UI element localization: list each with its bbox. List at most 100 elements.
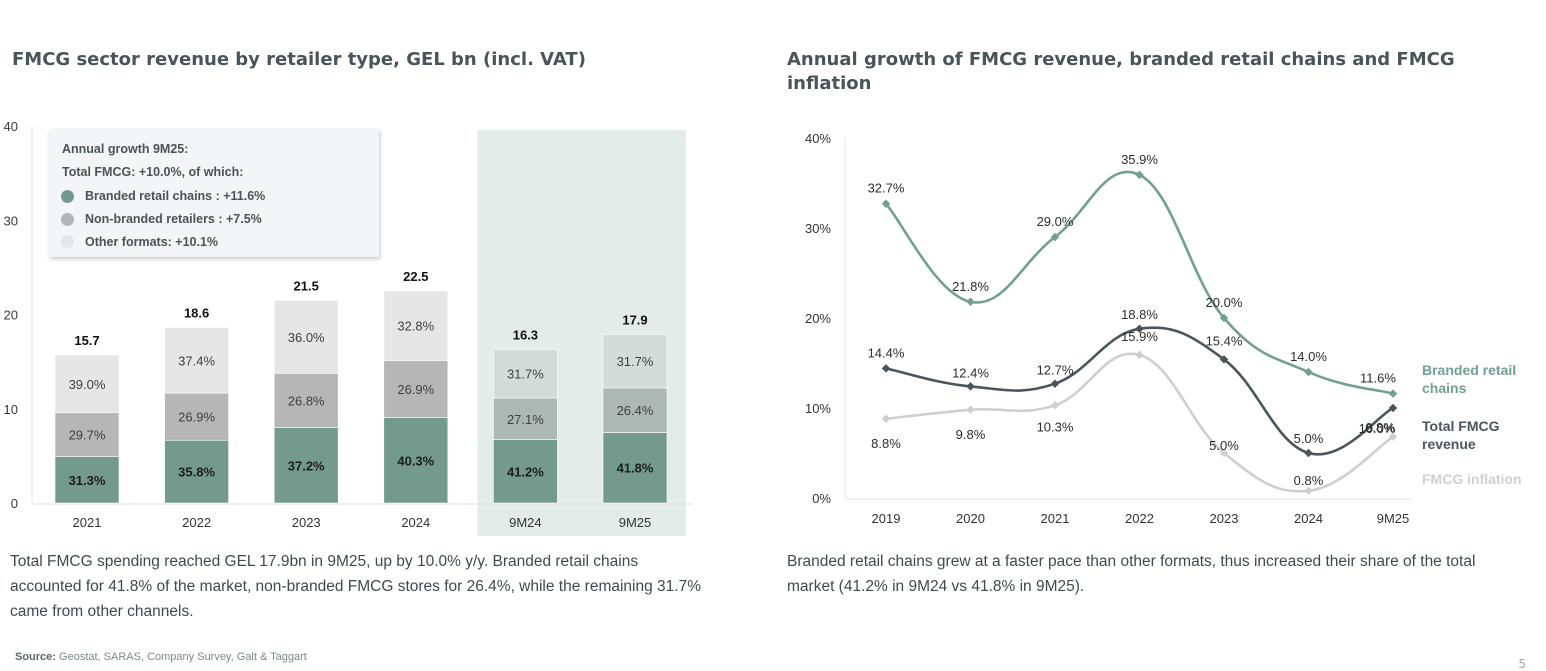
legend-item-other: Other formats: +10.1% <box>85 235 219 249</box>
page-number: 5 <box>1518 657 1526 671</box>
line-data-label: 8.8% <box>871 436 901 451</box>
bar-y-tick-label: 40 <box>4 119 18 134</box>
bar-total-label: 22.5 <box>403 269 428 284</box>
bar-segment-label: 31.3% <box>69 473 106 488</box>
bar-segment-non-branded-retailers <box>273 373 339 428</box>
legend-dot-nonbranded <box>61 213 74 226</box>
legend-subheading: Total FMCG: +10.0%, of which: <box>62 165 244 179</box>
bar-segment-other-formats <box>602 334 668 389</box>
bar-segment-other-formats <box>493 349 558 399</box>
line-data-label: 18.8% <box>1121 307 1158 322</box>
line-marker-total-fmcg-revenue <box>1050 379 1060 388</box>
line-data-label: 11.6% <box>1360 371 1396 386</box>
bar-segment-label: 41.2% <box>507 464 544 479</box>
bar-total-label: 21.5 <box>294 278 319 293</box>
line-data-label: 15.4% <box>1206 333 1243 348</box>
line-data-label: 14.0% <box>1290 349 1327 364</box>
line-legend-label: Total FMCG <box>1422 418 1500 434</box>
bar-segment-branded-retail-chains <box>164 439 229 504</box>
bar-segment-other-formats <box>54 354 120 414</box>
line-marker-fmcg-inflation <box>1304 486 1313 496</box>
bar-segment-label: 37.4% <box>178 353 215 368</box>
line-x-tick-label: 2021 <box>1041 511 1070 526</box>
bar-segment-label: 31.7% <box>617 354 654 369</box>
line-marker-fmcg-inflation <box>966 405 975 415</box>
bar-segment-label: 39.0% <box>69 377 106 392</box>
line-y-tick-label: 0% <box>812 491 831 506</box>
line-data-label: 0.8% <box>1294 473 1324 488</box>
bar-y-tick-label: 30 <box>4 213 18 228</box>
line-y-tick-label: 20% <box>805 311 831 326</box>
line-chart-title: Annual growth of FMCG revenue, branded r… <box>787 49 1455 94</box>
line-x-tick-label: 2022 <box>1125 511 1154 526</box>
line-x-tick-label: 2024 <box>1294 511 1323 526</box>
source-label: Source: <box>15 651 56 663</box>
line-y-tick-label: 10% <box>805 401 831 416</box>
legend-dot-branded <box>61 190 74 203</box>
line-legend-label: chains <box>1422 380 1467 396</box>
line-marker-fmcg-inflation <box>1050 401 1060 410</box>
bar-segment-other-formats <box>164 327 229 394</box>
bar-segment-label: 26.4% <box>617 403 654 418</box>
line-data-label: 32.7% <box>868 181 905 196</box>
legend-item-nonbranded: Non-branded retailers : +7.5% <box>85 212 262 226</box>
bar-segment-other-formats <box>383 290 449 361</box>
bar-chart-title: FMCG sector revenue by retailer type, GE… <box>12 49 586 70</box>
legend-item-branded: Branded retail chains : +11.6% <box>85 189 266 203</box>
line-data-label: 9.8% <box>956 427 986 442</box>
legend-dot-other <box>61 235 74 248</box>
bar-x-tick-label: 2024 <box>401 515 430 530</box>
bar-segment-branded-retail-chains <box>54 456 120 504</box>
bar-x-tick-label: 2023 <box>292 515 321 530</box>
bar-segment-label: 29.7% <box>69 428 106 443</box>
line-y-tick-label: 30% <box>805 221 831 236</box>
line-legend-label: Branded retail <box>1422 362 1516 378</box>
line-legend-label: FMCG inflation <box>1422 471 1522 487</box>
line-marker-total-fmcg-revenue <box>1135 324 1144 334</box>
bar-y-tick-label: 20 <box>4 308 18 323</box>
line-marker-branded-retail-chains <box>1219 313 1229 323</box>
line-data-label: 10.3% <box>1037 419 1074 434</box>
bar-x-tick-label: 9M24 <box>509 515 542 530</box>
source-note: Source: Geostat, SARAS, Company Survey, … <box>15 651 307 663</box>
bar-total-label: 16.3 <box>513 327 538 342</box>
bar-segment-label: 26.8% <box>288 393 325 408</box>
bar-y-tick-label: 10 <box>4 402 18 417</box>
line-marker-fmcg-inflation <box>1219 448 1229 458</box>
bar-segment-branded-retail-chains <box>273 427 339 504</box>
bar-segment-non-branded-retailers <box>602 387 668 433</box>
line-x-tick-label: 2020 <box>956 511 985 526</box>
bar-total-label: 17.9 <box>622 312 647 327</box>
bar-x-tick-label: 2021 <box>73 515 102 530</box>
line-x-tick-label: 2019 <box>872 511 901 526</box>
line-marker-branded-retail-chains <box>1388 389 1398 398</box>
line-data-label: 5.0% <box>1209 438 1239 453</box>
bar-x-tick-label: 2022 <box>182 515 211 530</box>
line-marker-fmcg-inflation <box>881 414 891 424</box>
line-y-tick-label: 40% <box>805 131 831 146</box>
source-text: Geostat, SARAS, Company Survey, Galt & T… <box>55 651 307 663</box>
line-marker-branded-retail-chains <box>966 297 975 307</box>
bar-segment-label: 37.2% <box>288 458 325 473</box>
bar-segment-non-branded-retailers <box>164 392 229 441</box>
bar-segment-other-formats <box>273 300 339 374</box>
bar-chart-legend-box: Annual growth 9M25: Total FMCG: +10.0%, … <box>49 129 379 257</box>
line-data-label: 10.0% <box>1359 421 1396 436</box>
bar-segment-non-branded-retailers <box>383 360 449 418</box>
line-data-label: 29.0% <box>1037 214 1074 229</box>
line-data-label: 15.9% <box>1121 329 1158 344</box>
line-data-label: 21.8% <box>952 279 989 294</box>
bar-total-label: 18.6 <box>184 306 209 321</box>
bar-y-tick-label: 0 <box>11 496 18 511</box>
line-data-label: 35.9% <box>1121 152 1158 167</box>
line-marker-fmcg-inflation <box>1388 432 1398 442</box>
bar-segment-label: 40.3% <box>397 453 434 468</box>
line-data-label: 12.4% <box>952 365 989 380</box>
line-x-tick-label: 9M25 <box>1377 511 1410 526</box>
line-marker-total-fmcg-revenue <box>1388 403 1398 413</box>
bar-segment-non-branded-retailers <box>493 397 558 441</box>
bar-segment-label: 32.8% <box>397 319 434 334</box>
bar-segment-label: 26.9% <box>397 382 434 397</box>
bar-segment-branded-retail-chains <box>493 439 558 504</box>
